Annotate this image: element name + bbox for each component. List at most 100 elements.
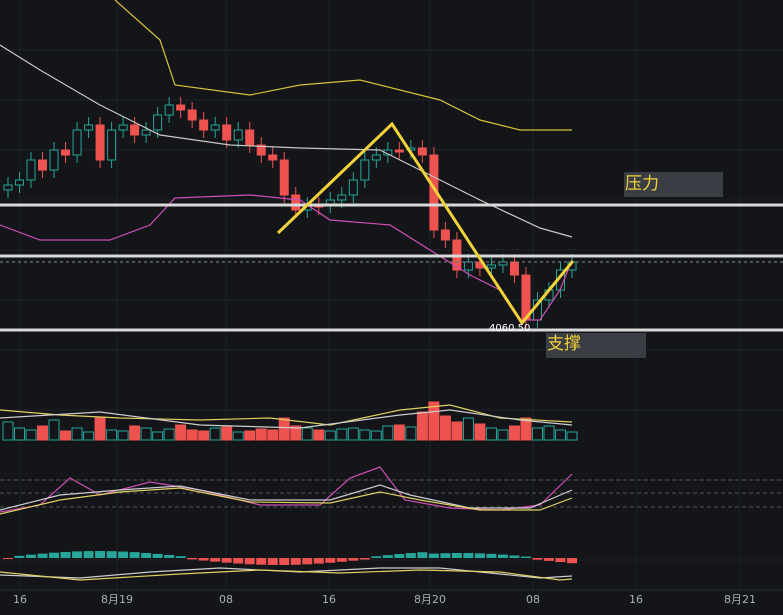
macd-bar	[371, 556, 382, 558]
x-tick-label: 16	[13, 593, 27, 606]
volume-bar	[439, 415, 451, 441]
volume-bar	[175, 424, 187, 441]
candle-body	[417, 147, 427, 156]
volume-bar	[474, 423, 486, 441]
macd-bar	[405, 553, 416, 558]
macd-bar	[175, 556, 186, 558]
macd-bar	[509, 555, 520, 558]
candle-body	[486, 264, 496, 269]
macd-bar	[3, 558, 13, 559]
candle-body	[256, 144, 266, 156]
macd-bar	[267, 558, 278, 565]
support-label: 支撑	[547, 334, 581, 354]
volume-bar	[83, 431, 95, 441]
macd-bar	[555, 558, 566, 563]
candle-body	[141, 129, 151, 136]
macd-bar	[72, 551, 83, 558]
volume-bar	[255, 428, 267, 441]
volume-bar	[543, 425, 555, 441]
macd-bar	[463, 553, 474, 558]
volume-bar	[497, 429, 509, 441]
volume-bar	[485, 427, 497, 441]
volume-bar	[244, 430, 256, 441]
candle-body	[187, 109, 197, 121]
volume-bar	[531, 427, 543, 441]
x-tick-label: 08	[219, 593, 233, 606]
volume-bar	[566, 431, 578, 441]
volume-bar	[117, 430, 129, 441]
volume-bar	[209, 427, 221, 441]
candle-body	[337, 194, 347, 201]
volume-bar	[198, 430, 210, 441]
macd-bar	[187, 558, 198, 560]
volume-bar	[520, 417, 532, 441]
volume-bar	[267, 429, 279, 441]
macd-bar	[417, 552, 428, 558]
volume-bar	[324, 430, 336, 441]
candle-body	[38, 159, 48, 171]
volume-bar	[60, 430, 72, 441]
candle-body	[3, 184, 13, 191]
x-tick-label: 16	[322, 593, 336, 606]
macd-bar	[95, 551, 106, 558]
candle-body	[291, 194, 301, 211]
candle-body	[279, 159, 289, 196]
candle-body	[222, 124, 232, 141]
volume-bar	[71, 427, 83, 441]
bollinger-upper	[114, 0, 572, 131]
volume-bar	[428, 401, 440, 441]
macd-bar	[164, 554, 175, 558]
macd-bar	[325, 558, 336, 563]
zigzag-pattern	[276, 121, 575, 326]
resistance-label: 压力	[625, 174, 659, 194]
volume-ma2	[0, 409, 573, 429]
macd-bar	[129, 552, 140, 558]
volume-bar	[313, 429, 325, 441]
candle-body	[394, 149, 404, 153]
support-label-box	[546, 333, 646, 358]
macd-bar	[233, 558, 244, 564]
macd-bar	[532, 558, 543, 560]
volume-bar	[25, 429, 37, 441]
macd-bar	[428, 553, 439, 558]
macd-bar	[290, 558, 301, 565]
candle-body	[509, 261, 519, 276]
macd-bar	[37, 553, 48, 558]
macd-bar	[210, 558, 221, 562]
volume-bar	[163, 428, 175, 441]
candle-body	[245, 129, 255, 146]
volume-bar	[347, 427, 359, 441]
candle-body	[95, 124, 105, 161]
x-tick-label: 8月20	[414, 593, 446, 606]
macd-bar	[336, 558, 347, 562]
macd-bar	[359, 558, 370, 560]
volume-bar	[508, 425, 520, 441]
x-tick-label: 8月21	[724, 593, 756, 606]
candle-body	[348, 179, 358, 196]
volume-bar	[186, 429, 198, 441]
volume-bar	[451, 421, 463, 441]
macd-bar	[83, 551, 94, 558]
volume-bar	[14, 427, 26, 441]
macd-bar	[152, 553, 163, 558]
resistance-label-box	[624, 172, 723, 197]
macd-bar	[302, 558, 313, 565]
macd-bar	[348, 558, 359, 561]
volume-bar	[106, 429, 118, 441]
macd-bar	[313, 558, 324, 564]
bollinger-mid	[0, 44, 573, 238]
macd-bar	[520, 556, 531, 558]
macd-bar	[118, 551, 129, 558]
candle-body	[199, 119, 209, 131]
macd-dif	[0, 567, 573, 579]
volume-bar	[221, 426, 233, 441]
macd-bar	[451, 553, 462, 558]
macd-bar	[497, 554, 508, 558]
volume-bar	[140, 427, 152, 441]
candle-body	[440, 229, 450, 241]
volume-bar	[290, 425, 302, 441]
price-label: 4060.50	[489, 323, 530, 334]
volume-bar	[37, 425, 49, 441]
macd-bar	[382, 555, 393, 558]
